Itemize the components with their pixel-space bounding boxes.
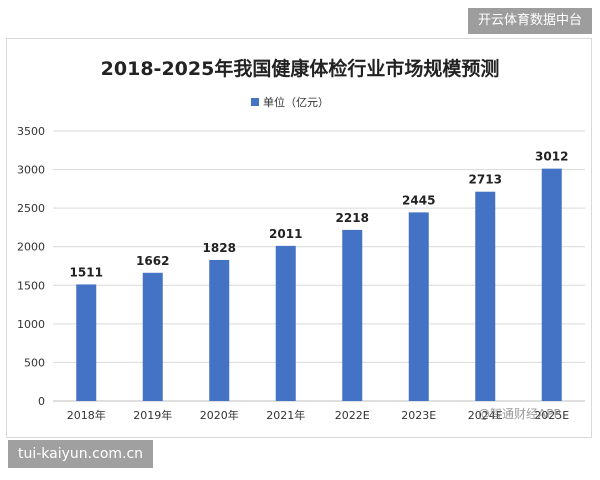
data-label: 2713: [469, 173, 502, 187]
corner-watermark: @智通财经APP: [478, 407, 561, 421]
bar: [209, 259, 230, 401]
y-axis-ticks: 0 500 1000 1500 2000 2500 3000 3500: [17, 125, 45, 408]
x-tick-label: 2021年: [266, 408, 305, 422]
bar: [275, 245, 296, 401]
x-tick-label: 2018年: [67, 408, 106, 422]
bar-chart: 2018-2025年我国健康体检行业市场规模预测 单位（亿元） 0 500 1000…: [17, 57, 585, 422]
data-label: 2218: [336, 211, 369, 225]
x-tick-label: 2022E: [335, 409, 370, 422]
y-tick-label: 0: [38, 395, 45, 408]
x-tick-label: 2020年: [200, 408, 239, 422]
legend-swatch: [251, 98, 259, 106]
chart-title: 2018-2025年我国健康体检行业市场规模预测: [101, 57, 500, 80]
x-tick-label: 2019年: [133, 408, 172, 422]
y-tick-label: 2000: [17, 241, 45, 254]
y-tick-label: 1500: [17, 279, 45, 292]
data-label: 2011: [269, 227, 302, 241]
y-tick-label: 500: [24, 356, 45, 369]
y-tick-label: 1000: [17, 318, 45, 331]
bar: [541, 168, 562, 401]
bar: [408, 212, 429, 401]
data-label: 3012: [535, 150, 568, 164]
data-label: 1662: [136, 254, 169, 268]
chart-panel: 2018-2025年我国健康体检行业市场规模预测 单位（亿元） 0 500 1000…: [6, 38, 592, 438]
data-label: 1511: [70, 265, 103, 279]
legend-label: 单位（亿元）: [263, 95, 329, 109]
x-tick-label: 2024E: [468, 409, 503, 422]
top-watermark: 开云体育数据中台: [467, 8, 592, 34]
bar: [76, 284, 97, 401]
bar: [142, 272, 163, 401]
y-tick-label: 2500: [17, 202, 45, 215]
bars: [76, 168, 562, 401]
data-label: 1828: [203, 241, 236, 255]
y-tick-label: 3000: [17, 164, 45, 177]
x-axis-ticks: 2018年 2019年 2020年 2021年 2022E 2023E 2024E 2025E: [67, 408, 570, 422]
grid-lines: [53, 130, 585, 402]
bar: [475, 191, 496, 401]
x-tick-label: 2025E: [534, 409, 569, 422]
x-tick-label: 2023E: [401, 409, 436, 422]
y-tick-label: 3500: [17, 125, 45, 138]
bar: [342, 229, 363, 401]
data-label: 2445: [402, 193, 435, 207]
bottom-watermark: tui-kaiyun.com.cn: [8, 440, 154, 468]
data-labels: 1511 1662 1828 2011 2218 2445 2713 3012: [70, 150, 569, 280]
